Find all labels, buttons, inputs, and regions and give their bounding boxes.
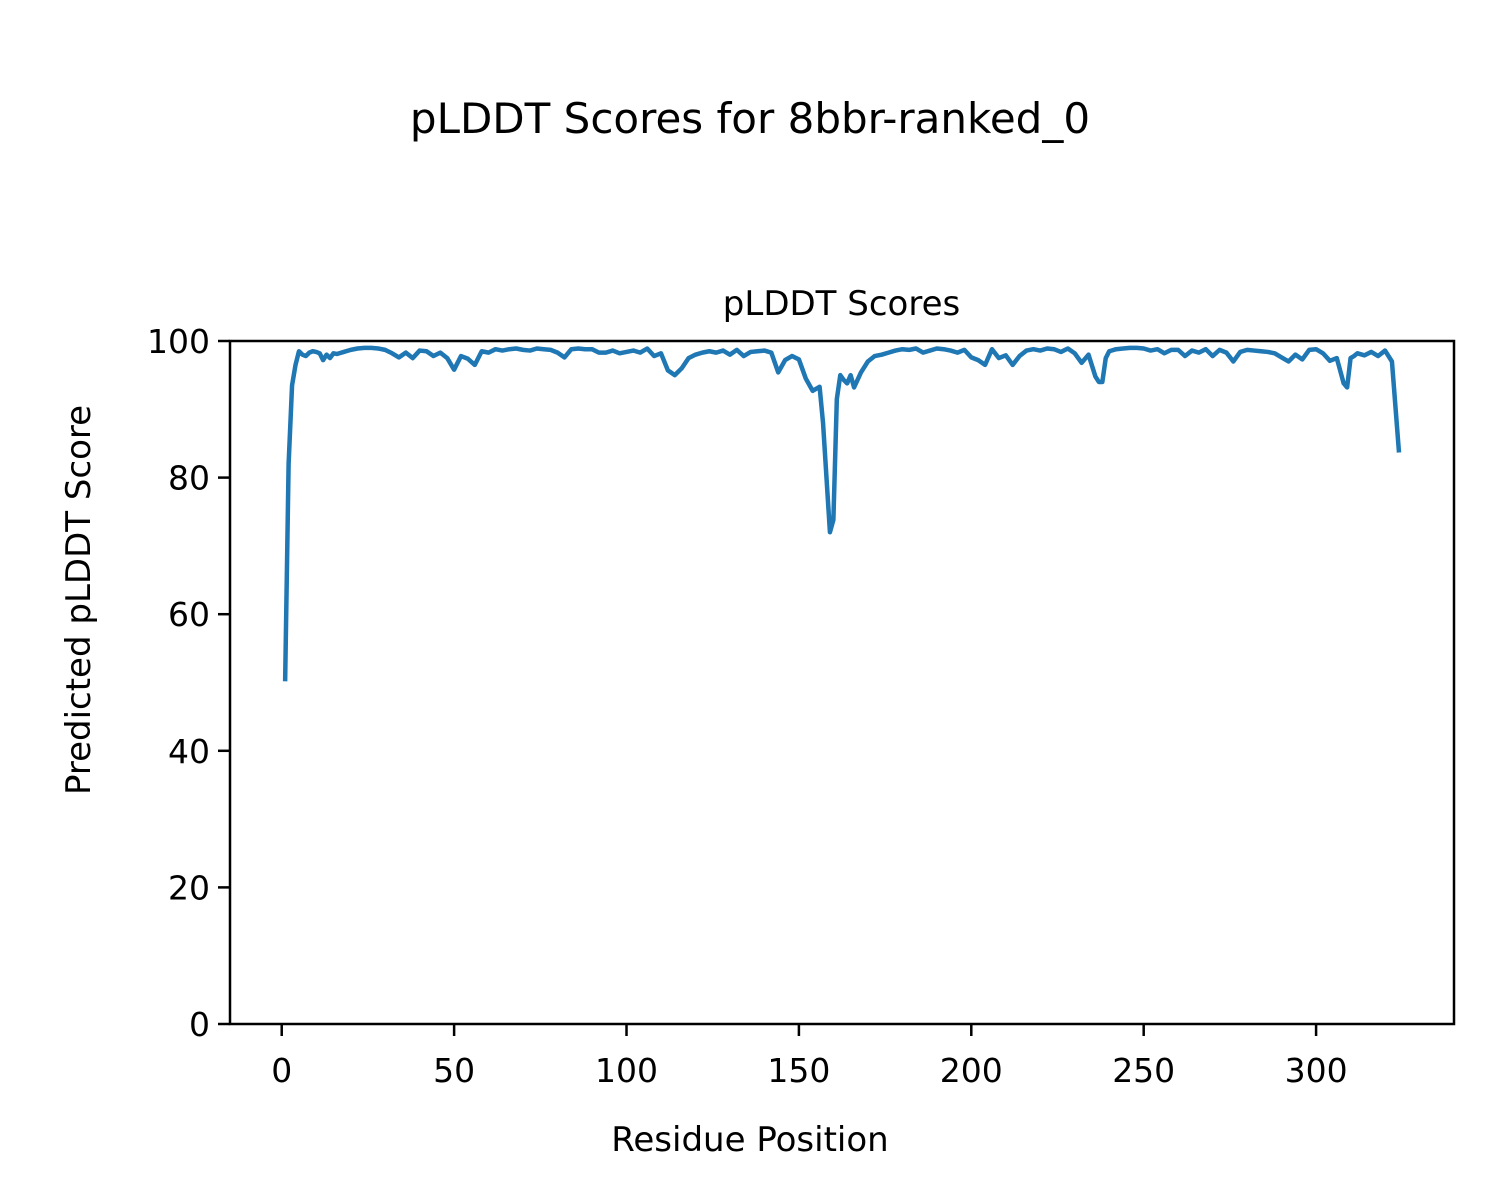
- x-tick-label: 300: [1285, 1051, 1348, 1090]
- axes-frame: [228, 339, 1456, 1026]
- axes-title: pLDDT Scores: [723, 284, 960, 324]
- y-tick-label: 60: [168, 595, 210, 634]
- x-tick-label: 200: [940, 1051, 1003, 1090]
- y-tick-label: 40: [168, 732, 210, 771]
- x-tick-label: 0: [271, 1051, 292, 1090]
- x-tick-label: 250: [1112, 1051, 1175, 1090]
- y-tick-label: 100: [147, 322, 210, 361]
- figure-suptitle: pLDDT Scores for 8bbr-ranked_0: [410, 94, 1090, 143]
- y-axis-ticks: 0 20 40 60 80 100: [147, 322, 230, 1044]
- x-axis-label: Residue Position: [611, 1120, 888, 1160]
- y-axis-label: Predicted pLDDT Score: [59, 405, 99, 795]
- x-tick-label: 50: [433, 1051, 475, 1090]
- y-tick-label: 20: [168, 868, 210, 907]
- x-tick-label: 150: [767, 1051, 830, 1090]
- x-tick-label: 100: [595, 1051, 658, 1090]
- plot-area: [282, 345, 1402, 682]
- y-tick-label: 0: [189, 1005, 210, 1044]
- plddt-series-line: [282, 345, 1402, 682]
- y-tick-label: 80: [168, 459, 210, 498]
- x-axis-ticks: 0 50 100 150 200 250 300: [271, 1024, 1348, 1090]
